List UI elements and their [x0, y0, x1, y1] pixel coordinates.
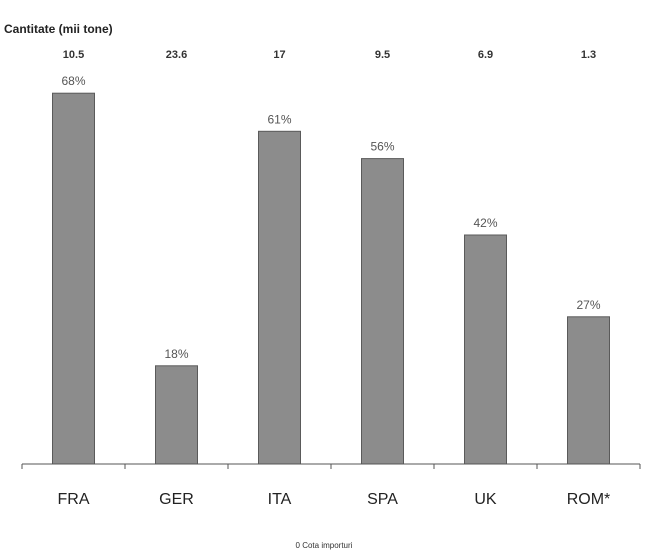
x-axis-labels: FRA GER ITA SPA UK ROM* — [58, 491, 611, 508]
bar-rom — [567, 316, 610, 465]
x-tick-label: GER — [159, 491, 194, 508]
bar-spa — [361, 158, 404, 465]
x-tick-label: UK — [474, 491, 497, 508]
quantity-value: 17 — [273, 49, 285, 61]
quantity-value: 1.3 — [581, 49, 596, 61]
x-tick-label: FRA — [58, 491, 90, 508]
quantity-title: Cantitate (mii tone) — [4, 22, 113, 36]
x-tick-label: SPA — [367, 491, 398, 508]
quantity-value: 9.5 — [375, 49, 390, 61]
data-label: 27% — [576, 298, 600, 312]
data-labels-group: 68% 18% 61% 56% 42% 27% — [61, 74, 600, 361]
quantity-value: 6.9 — [478, 49, 493, 61]
bar-ger — [155, 365, 198, 465]
quantity-value: 10.5 — [63, 49, 84, 61]
quantity-value: 23.6 — [166, 49, 187, 61]
bar-uk — [464, 234, 507, 465]
x-tick-label: ITA — [268, 491, 292, 508]
data-label: 68% — [61, 74, 85, 88]
data-label: 56% — [370, 140, 394, 154]
data-label: 61% — [267, 112, 291, 126]
data-label: 42% — [473, 216, 497, 230]
bars-group — [52, 92, 610, 465]
legend-label: 0 Cota importuri — [296, 541, 353, 550]
bar-fra — [52, 92, 95, 465]
bar-ita — [258, 130, 301, 465]
x-tick-label: ROM* — [567, 491, 611, 508]
quantity-row: 10.5 23.6 17 9.5 6.9 1.3 — [63, 49, 596, 61]
data-label: 18% — [164, 347, 188, 361]
x-axis-ticks — [21, 464, 641, 469]
